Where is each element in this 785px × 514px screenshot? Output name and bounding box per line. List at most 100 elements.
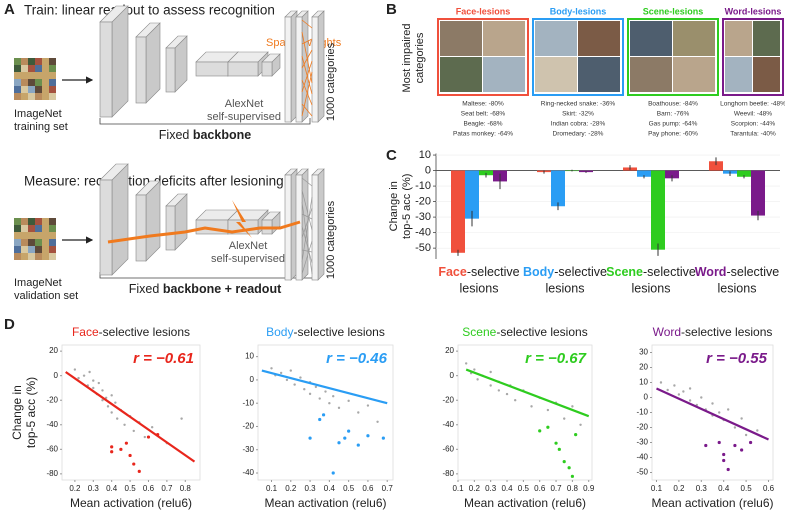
x-tick-label: 0.2: [469, 484, 481, 493]
thumbnail-patch: [35, 225, 42, 232]
layer-front: [311, 16, 319, 123]
y-tick-label: -20: [46, 395, 58, 404]
plot-frame: [257, 344, 394, 481]
scatter-point: [513, 399, 517, 402]
image-tile: [535, 21, 577, 56]
scatter-point: [659, 381, 663, 384]
thumbnail-patch: [49, 246, 56, 253]
scatter-point: [279, 371, 283, 375]
dataset-label: training set: [14, 121, 68, 133]
layer-side: [111, 163, 129, 276]
category-item: Longhorn beetle: -48%: [720, 101, 785, 108]
thumbnail-patch: [35, 65, 42, 72]
thumbnail-patch: [21, 65, 28, 72]
thumbnail-patch: [14, 253, 21, 260]
scatter-point: [673, 384, 676, 387]
thumbnail-patch: [21, 79, 28, 86]
title-prefix: Word: [653, 325, 681, 339]
sparse-weight: [301, 49, 313, 69]
title-suffix: -selective lesions: [99, 325, 190, 339]
category-item: Scorpion: -44%: [731, 121, 776, 128]
layer-front: [99, 21, 113, 118]
thumbnail-patch: [42, 218, 49, 225]
x-tick-label: 0.6: [763, 484, 775, 493]
thumbnail-patch: [21, 225, 28, 232]
scatter-point: [331, 471, 335, 475]
bar: [737, 170, 751, 177]
x-tick-label: 0.6: [362, 484, 374, 493]
panel-b-ylabel: categories: [414, 32, 426, 83]
scatter-point: [303, 388, 306, 391]
y-tick-label: -40: [415, 227, 431, 239]
readout-weight: [301, 189, 313, 231]
layer-front: [284, 16, 292, 123]
category-suffix: -selective: [554, 265, 607, 279]
thumbnail-patch: [21, 93, 28, 100]
thumbnail-patch: [21, 58, 28, 65]
y-tick-label: -30: [636, 438, 648, 447]
thumbnail-patch: [35, 239, 42, 246]
scatter-point: [110, 411, 113, 414]
thumbnail-patch: [35, 58, 42, 65]
title-prefix: Face: [72, 325, 99, 339]
title-suffix: -selective lesions: [681, 325, 772, 339]
scatter-point: [726, 467, 730, 472]
x-tick-label: 0.7: [550, 484, 562, 493]
category-item: Pay phone: -60%: [648, 131, 698, 138]
scatter-point: [123, 423, 126, 426]
category-label-line2: lesions: [460, 281, 499, 295]
x-tick-label: 0.4: [324, 484, 336, 493]
thumbnail-patch: [49, 72, 56, 79]
scatter-point: [92, 386, 95, 390]
scatter-point: [546, 408, 550, 412]
layer-front: [135, 36, 147, 104]
thumbnail-patch: [28, 218, 35, 225]
thumbnail-patch: [21, 239, 28, 246]
bar: [651, 170, 665, 250]
scatter-point: [666, 388, 669, 392]
thumbnail-patch: [42, 93, 49, 100]
category-item: Beagle: -68%: [463, 121, 502, 128]
panel-letter: A: [4, 1, 15, 18]
layer-front: [165, 205, 176, 251]
fixed-word: Fixed: [129, 282, 160, 296]
scatter-point: [473, 368, 476, 371]
bracket: [99, 272, 316, 279]
panel-letter: B: [386, 1, 397, 18]
scatter-point: [530, 405, 533, 408]
layer-front: [261, 61, 273, 77]
layer-front: [295, 174, 303, 281]
scatter-point: [356, 443, 360, 447]
y-tick-label: 20: [639, 363, 648, 372]
y-tick-label: -40: [442, 420, 454, 429]
title-suffix: -selective lesions: [293, 325, 384, 339]
panel-a-title: Train: linear readout to assess recognit…: [24, 3, 275, 18]
y-tick-label: -20: [242, 422, 254, 431]
y-tick-label: 10: [419, 149, 431, 161]
scatter-point: [733, 443, 737, 448]
category-item: Tarantula: -40%: [730, 131, 776, 138]
category-item: Barn: -76%: [657, 111, 690, 118]
y-axis-label: top-5 acc (%): [24, 377, 38, 448]
thumbnail-patch: [14, 58, 21, 65]
y-tick-label: 10: [245, 352, 254, 361]
layer-front: [135, 194, 147, 262]
panel-letter: D: [4, 316, 15, 333]
thumbnail-patch: [49, 232, 56, 239]
layer-front: [311, 174, 319, 281]
thumbnail-patch: [28, 72, 35, 79]
scatter-point: [343, 436, 347, 440]
category-item: Seat belt: -68%: [461, 111, 506, 118]
plot-title: Body-selective lesions: [266, 325, 385, 339]
category-label: Body-selective: [523, 265, 607, 279]
output-label: 1000 categories: [325, 42, 337, 121]
thumbnail-patch: [21, 218, 28, 225]
y-tick-label: -60: [442, 444, 454, 453]
scatter-point: [347, 429, 351, 433]
thumbnail-patch: [14, 93, 21, 100]
bracket: [99, 118, 311, 125]
network-label: self-supervised: [211, 253, 285, 265]
scatter-point: [308, 392, 312, 396]
scatter-point: [321, 413, 326, 417]
bar: [551, 170, 565, 207]
